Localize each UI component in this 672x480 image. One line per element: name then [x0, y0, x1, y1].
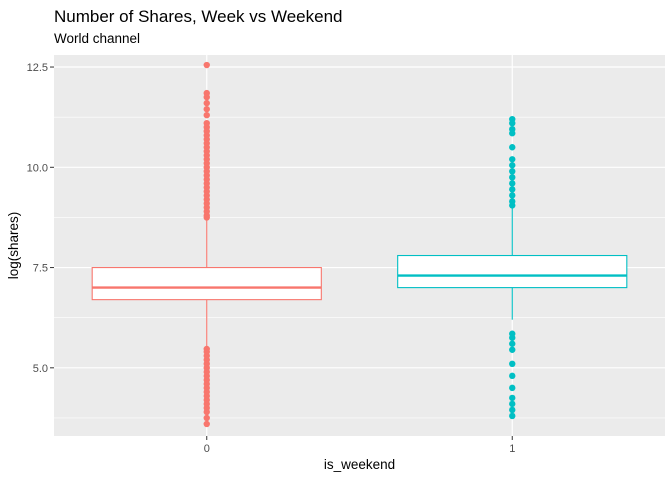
outlier-point — [509, 125, 516, 133]
outlier-point — [509, 168, 516, 175]
y-tick-label: 10.0 — [27, 162, 48, 174]
box-group-1 — [397, 115, 628, 420]
outlier-point — [509, 180, 516, 187]
outlier-point — [509, 115, 516, 123]
y-tick-label: 7.5 — [33, 263, 48, 275]
outlier-point — [509, 198, 516, 205]
y-tick-label: 5.0 — [33, 363, 48, 375]
outlier-point — [509, 384, 516, 392]
outlier-point — [509, 144, 516, 151]
outlier-point — [509, 162, 516, 169]
outlier-point — [509, 346, 516, 353]
outlier-point — [509, 412, 516, 420]
box-layer — [91, 61, 628, 428]
outlier-point — [509, 156, 516, 163]
outlier-point — [509, 406, 516, 414]
outlier-point — [203, 119, 210, 127]
x-axis-label: is_weekend — [324, 457, 395, 472]
outlier-point — [203, 105, 210, 113]
box-iqr — [91, 267, 322, 301]
outlier-point — [509, 330, 516, 337]
x-tick-label: 0 — [204, 443, 210, 455]
outlier-point — [203, 99, 210, 107]
box-iqr — [397, 254, 628, 289]
chart-subtitle: World channel — [54, 31, 140, 46]
outlier-point — [509, 174, 516, 181]
outlier-point — [509, 372, 516, 380]
axis-layer: 5.0 7.5 10.0 12.5 0 1 — [27, 62, 516, 455]
outlier-point — [509, 360, 516, 368]
outlier-point — [509, 186, 516, 193]
outlier-point — [509, 340, 516, 347]
outlier-point — [203, 89, 210, 97]
outlier-point — [509, 400, 516, 408]
outlier-point — [203, 414, 210, 422]
x-tick-label: 1 — [509, 443, 515, 455]
plot-panel — [54, 55, 665, 436]
outlier-point — [203, 345, 210, 353]
outlier-point — [509, 192, 516, 199]
box-group-0 — [91, 61, 322, 428]
chart-title: Number of Shares, Week vs Weekend — [54, 7, 343, 26]
outlier-point — [203, 61, 210, 69]
outlier-point — [203, 420, 210, 428]
y-tick-label: 12.5 — [27, 62, 48, 74]
outlier-point — [509, 394, 516, 402]
y-axis-label: log(shares) — [6, 212, 21, 280]
outlier-point — [203, 111, 210, 119]
